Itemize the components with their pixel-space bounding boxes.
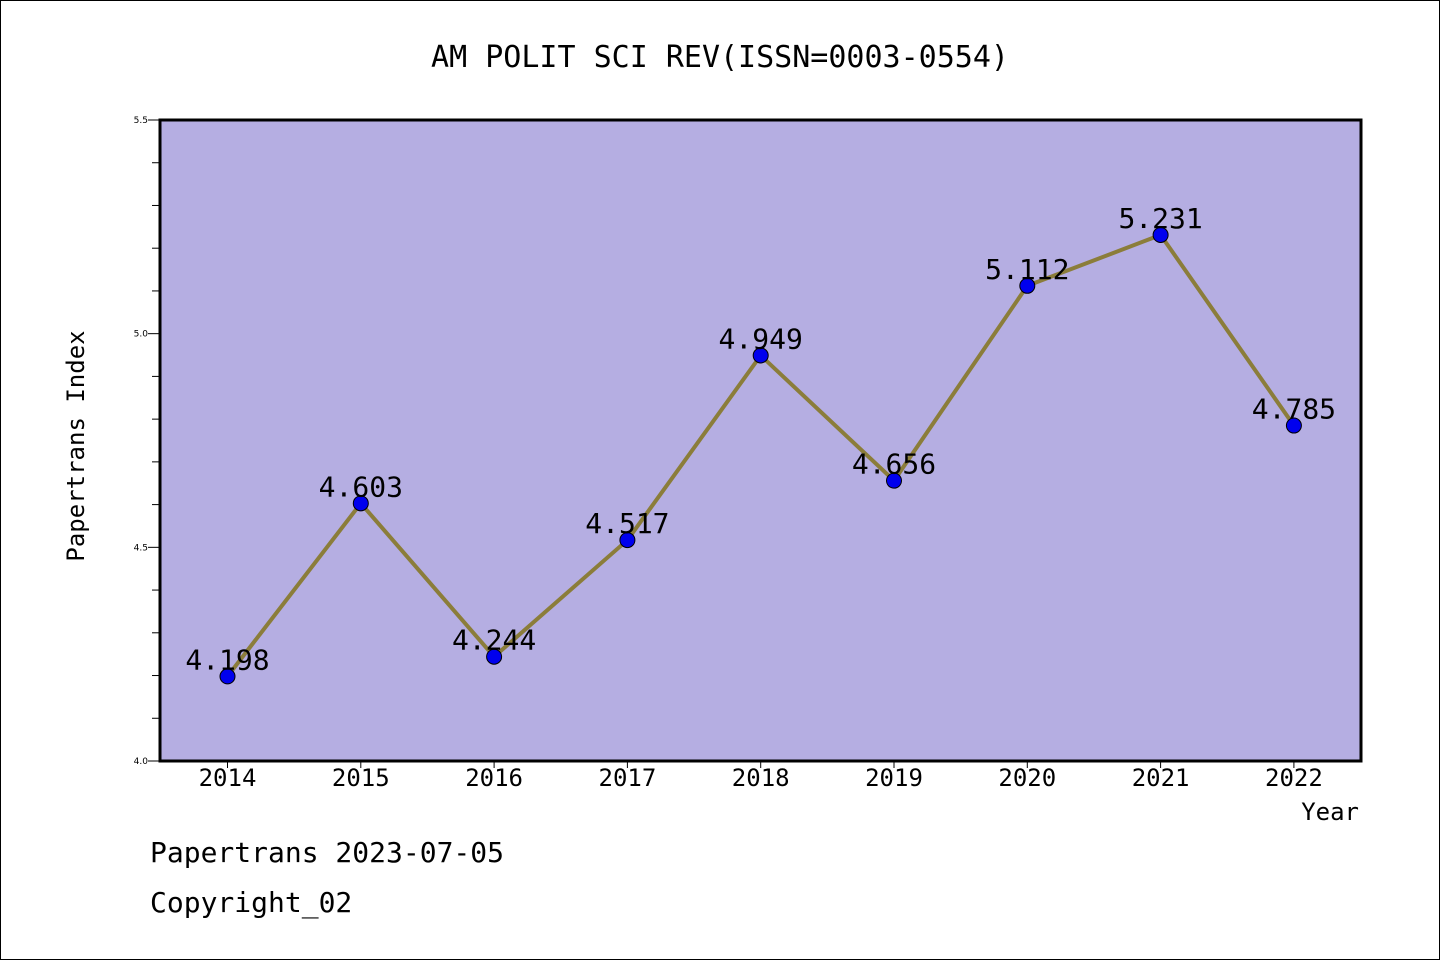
data-label: 4.603: [319, 470, 403, 503]
data-point: [1019, 277, 1036, 294]
x-tick-label: 2018: [732, 764, 790, 792]
x-tick-label: 2015: [332, 764, 390, 792]
data-point: [1152, 226, 1169, 243]
plot-border: [158, 118, 1363, 763]
y-tick-label: 4.0: [134, 757, 149, 767]
plot-area: [160, 120, 1361, 761]
data-label: 4.949: [719, 322, 803, 355]
y-tick-label: 5.5: [134, 116, 148, 126]
y-axis-label: Papertrans Index: [62, 330, 90, 561]
x-tick-label: 2021: [1132, 764, 1190, 792]
data-label: 4.656: [852, 448, 936, 481]
value-labels: 4.198 4.603 4.244 4.517 4.949 4.656 5.112 5.231…: [185, 202, 1336, 676]
data-label: 4.198: [185, 643, 269, 676]
y-tick-label: 5.0: [134, 330, 149, 340]
data-label: 5.112: [985, 253, 1069, 286]
data-point: [886, 472, 902, 489]
y-tick-label: 4.5: [134, 543, 148, 553]
data-label: 4.785: [1252, 393, 1336, 426]
data-label: 4.244: [452, 624, 536, 657]
data-label: 4.517: [585, 507, 669, 540]
data-point: [752, 347, 769, 364]
y-axis: 4.0 4.5 5.0 5.5: [134, 116, 160, 767]
data-point: [619, 532, 636, 549]
footer-copyright-line: Copyright_02: [150, 886, 353, 919]
footer-date-line: Papertrans 2023-07-05: [150, 836, 505, 869]
data-point: [352, 495, 369, 512]
x-axis: 2014 2015 2016 2017 2018 2019 2020 2021 2022: [199, 761, 1323, 792]
data-label: 5.231: [1118, 202, 1202, 235]
x-axis-label: Year: [1301, 798, 1359, 826]
x-tick-label: 2020: [998, 764, 1056, 792]
data-point: [1285, 417, 1302, 434]
x-tick-label: 2017: [599, 764, 657, 792]
data-point: [219, 668, 236, 685]
x-tick-label: 2016: [465, 764, 523, 792]
data-point: [486, 648, 503, 665]
chart-title: AM POLIT SCI REV(ISSN=0003-0554): [431, 40, 1009, 75]
x-tick-label: 2019: [865, 764, 923, 792]
x-tick-label: 2022: [1265, 764, 1323, 792]
series-markers: [219, 226, 1302, 685]
x-tick-label: 2014: [199, 764, 257, 792]
